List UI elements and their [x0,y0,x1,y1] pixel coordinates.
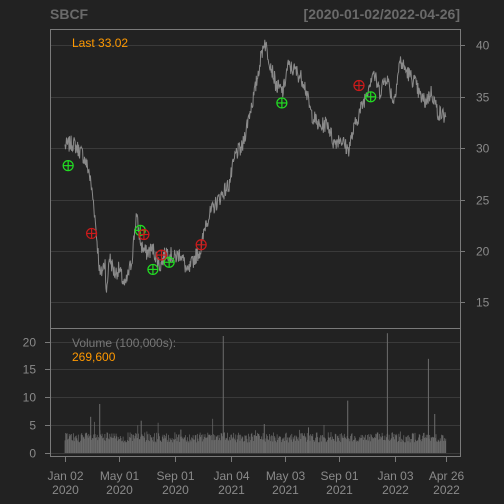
price-tick-label: 15 [476,296,490,310]
buy-marker [276,97,288,109]
volume-tick-label: 5 [29,419,36,433]
chart-date-range: [2020-01-02/2022-04-26] [303,6,460,22]
price-tick-label: 40 [476,39,490,53]
volume-tick-label: 10 [23,391,37,405]
trade-markers [62,79,377,276]
chart-symbol-title: SBCF [50,6,89,22]
volume-label: Volume (100,000s): [72,336,176,350]
x-tick-label: Apr 26 [429,469,465,483]
price-line [64,39,447,293]
x-tick-year: 2020 [106,483,133,497]
x-tick-label: May 03 [266,469,306,483]
price-tick-label: 20 [476,245,490,259]
x-tick-year: 2022 [433,483,460,497]
x-tick-label: Jan 02 [47,469,83,483]
buy-marker [163,256,175,268]
price-tick-label: 30 [476,142,490,156]
volume-value: 269,600 [72,350,116,364]
x-tick-label: Jan 04 [213,469,249,483]
volume-y-axis: 0 5 10 15 20 [23,336,50,461]
price-panel-frame [50,29,461,329]
x-tick-year: 2020 [52,483,79,497]
buy-marker [365,91,377,103]
x-tick-year: 2021 [272,483,299,497]
sell-marker [86,227,98,240]
last-price-label: Last 33.02 [72,36,128,50]
price-tick-label: 25 [476,194,490,208]
volume-tick-label: 15 [23,363,37,377]
volume-bars [64,333,447,453]
sell-marker [155,249,168,261]
x-tick-label: Jan 03 [377,469,413,483]
price-gridlines [51,45,460,303]
x-tick-label: Sep 01 [320,469,358,483]
sell-marker [195,239,207,251]
buy-marker [62,160,74,172]
x-tick-year: 2021 [218,483,245,497]
x-tick-year: 2022 [382,483,409,497]
sell-marker [353,79,365,92]
volume-tick-label: 0 [29,447,36,461]
price-y-axis: 15 20 25 30 35 40 [460,39,490,310]
sell-marker [138,228,150,241]
x-tick-year: 2021 [326,483,353,497]
x-tick-label: May 01 [100,469,140,483]
buy-marker [147,263,159,276]
volume-tick-label: 20 [23,336,37,350]
volume-gridlines [51,342,460,454]
x-tick-year: 2020 [162,483,189,497]
x-tick-label: Sep 01 [156,469,194,483]
volume-panel-frame [50,328,461,457]
price-tick-label: 35 [476,91,490,105]
